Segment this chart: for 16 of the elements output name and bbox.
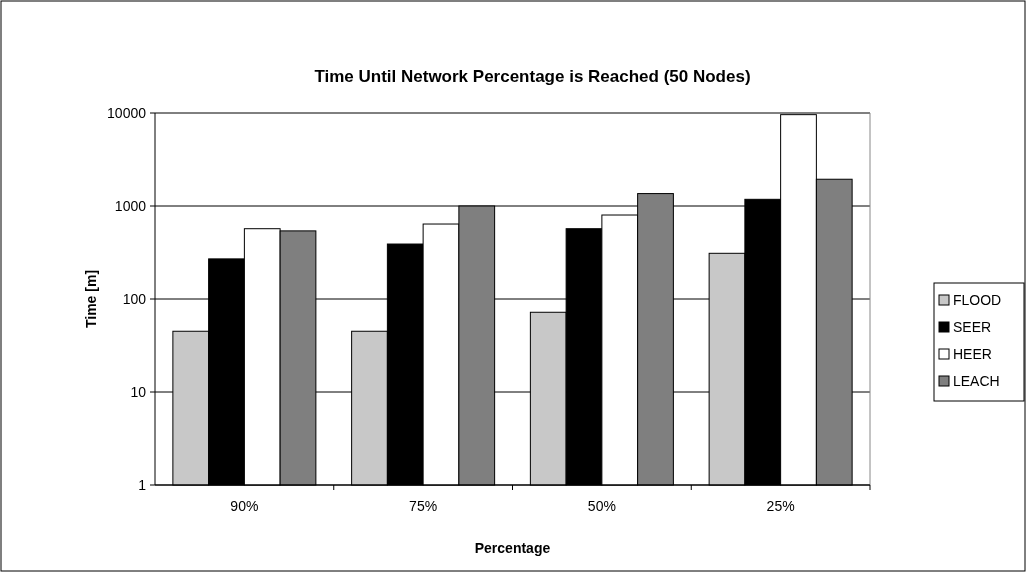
y-tick-label: 10000: [107, 104, 147, 121]
x-tick-label: 90%: [230, 498, 259, 514]
legend-label: SEER: [953, 318, 992, 335]
x-axis-title: Percentage: [474, 540, 551, 556]
y-axis-title: Time [m]: [83, 269, 99, 329]
y-tick-label: 1: [138, 476, 147, 493]
legend-label: FLOOD: [953, 291, 1002, 308]
y-tick-label: 10: [130, 383, 147, 400]
x-tick-label: 25%: [766, 498, 795, 514]
x-tick-label: 75%: [409, 498, 438, 514]
x-tick-label: 50%: [587, 498, 616, 514]
y-tick-label: 1000: [114, 197, 147, 214]
y-tick-label: 100: [122, 290, 147, 307]
legend-label: LEACH: [953, 372, 1000, 389]
chart-title: Time Until Network Percentage is Reached (50 Nodes): [314, 67, 751, 86]
legend-label: HEER: [953, 345, 992, 362]
